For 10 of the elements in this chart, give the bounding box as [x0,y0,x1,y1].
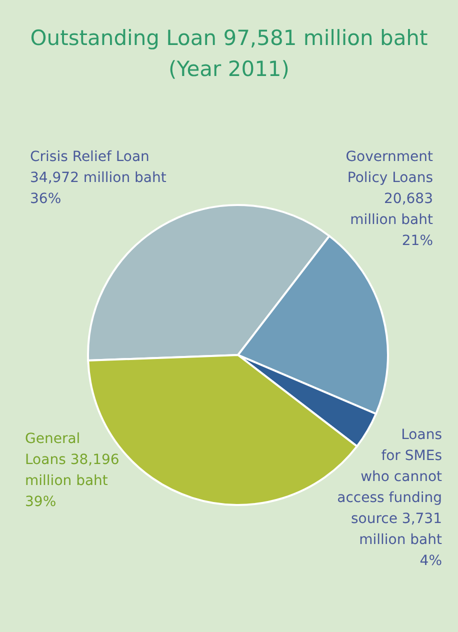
slice-label: Crisis Relief Loan 34,972 million baht [30,149,167,186]
data-label: 21% [402,233,433,249]
slice-label: Government Policy Loans 20,683 million baht [346,149,434,228]
slice-label: Loans for SMEs who cannot access funding source 3,731 million baht [337,427,443,548]
chart-subtitle: (Year 2011) [168,57,290,81]
chart-title: Outstanding Loan 97,581 million baht [30,26,428,50]
slice-label: General Loans 38,196 million baht [25,431,120,489]
data-label: 36% [30,191,62,207]
data-label: 39% [25,494,56,510]
data-label: 4% [420,553,442,569]
